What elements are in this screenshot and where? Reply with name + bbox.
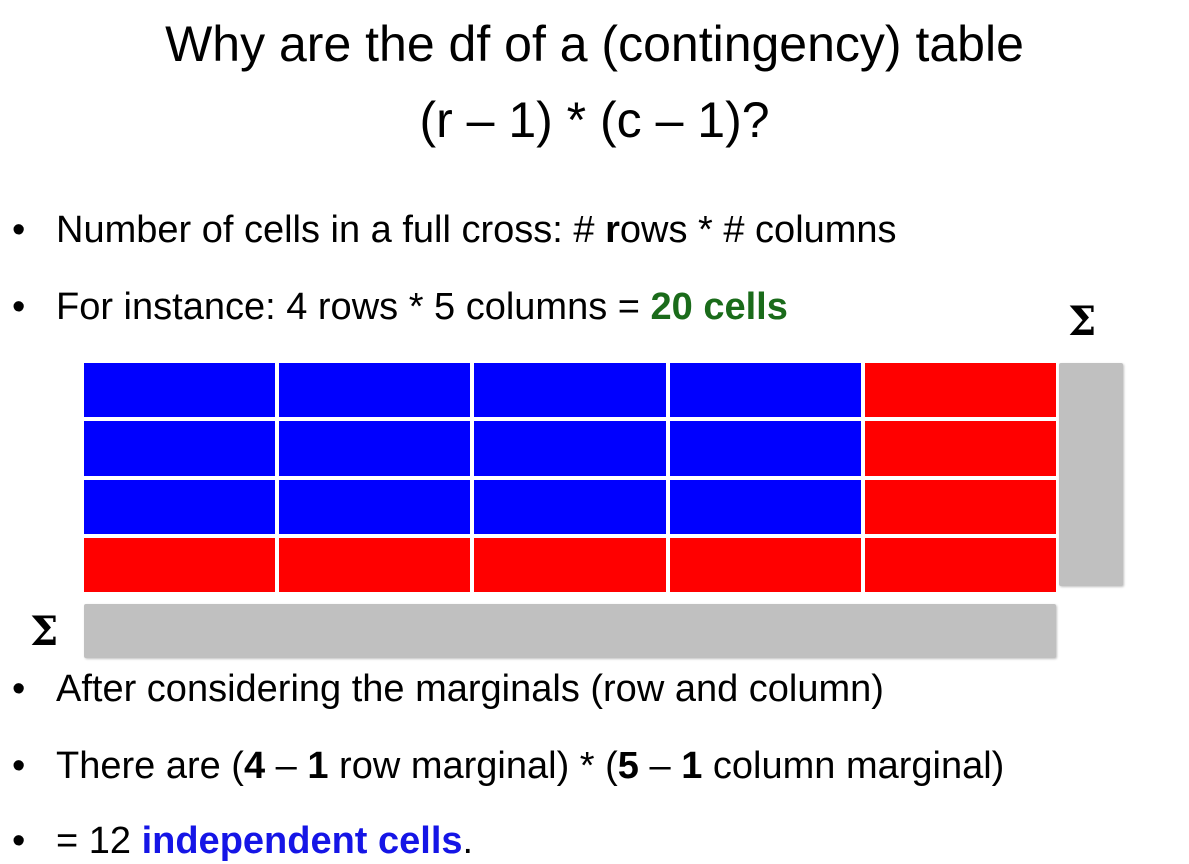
table-cell-red [84,537,276,592]
table-cell-blue [474,421,666,476]
contingency-table-grid [84,363,1056,592]
table-cell-blue [279,363,471,418]
table-cell-red [864,537,1056,592]
cells-count-highlight: 20 cells [650,286,788,328]
table-cell-red [279,537,471,592]
table-cell-blue [669,363,861,418]
table-cell-red [474,537,666,592]
table-cell-red [864,479,1056,534]
slide-title-line-2: (r – 1) * (c – 1)? [419,92,770,148]
column-marginal-bar [84,604,1056,658]
table-cell-blue [84,363,276,418]
table-cell-blue [669,421,861,476]
table-cell-red [864,421,1056,476]
row-sum-sigma-icon: Σ [1068,298,1097,345]
table-cell-blue [474,363,666,418]
bullet-dot: • [12,286,26,328]
independent-cells-highlight: independent cells [141,820,463,862]
bullet-dot: • [12,745,26,787]
bullet-dot: • [12,209,26,251]
column-sum-sigma-icon: Σ [30,608,59,655]
bullet-result: • = 12 independent cells. [12,820,474,862]
table-cell-blue [84,479,276,534]
slide-title-line-1: Why are the df of a (contingency) table [165,16,1024,72]
table-cell-red [864,363,1056,418]
table-cell-blue [279,421,471,476]
table-cell-blue [474,479,666,534]
table-cell-blue [279,479,471,534]
bullet-instance: • For instance: 4 rows * 5 columns = 20 c… [12,286,788,328]
table-cell-red [669,537,861,592]
bullet-cells-full-cross: • Number of cells in a full cross: # rows… [12,209,897,251]
table-cell-blue [84,421,276,476]
bullet-marginals: • After considering the marginals (row an… [12,668,884,710]
table-cell-blue [669,479,861,534]
row-marginal-bar [1059,363,1123,586]
bullet-formula: • There are (4 – 1 row marginal) * (5 – 1… [12,745,1005,787]
bullet-dot: • [12,820,26,862]
bullet-dot: • [12,668,26,710]
